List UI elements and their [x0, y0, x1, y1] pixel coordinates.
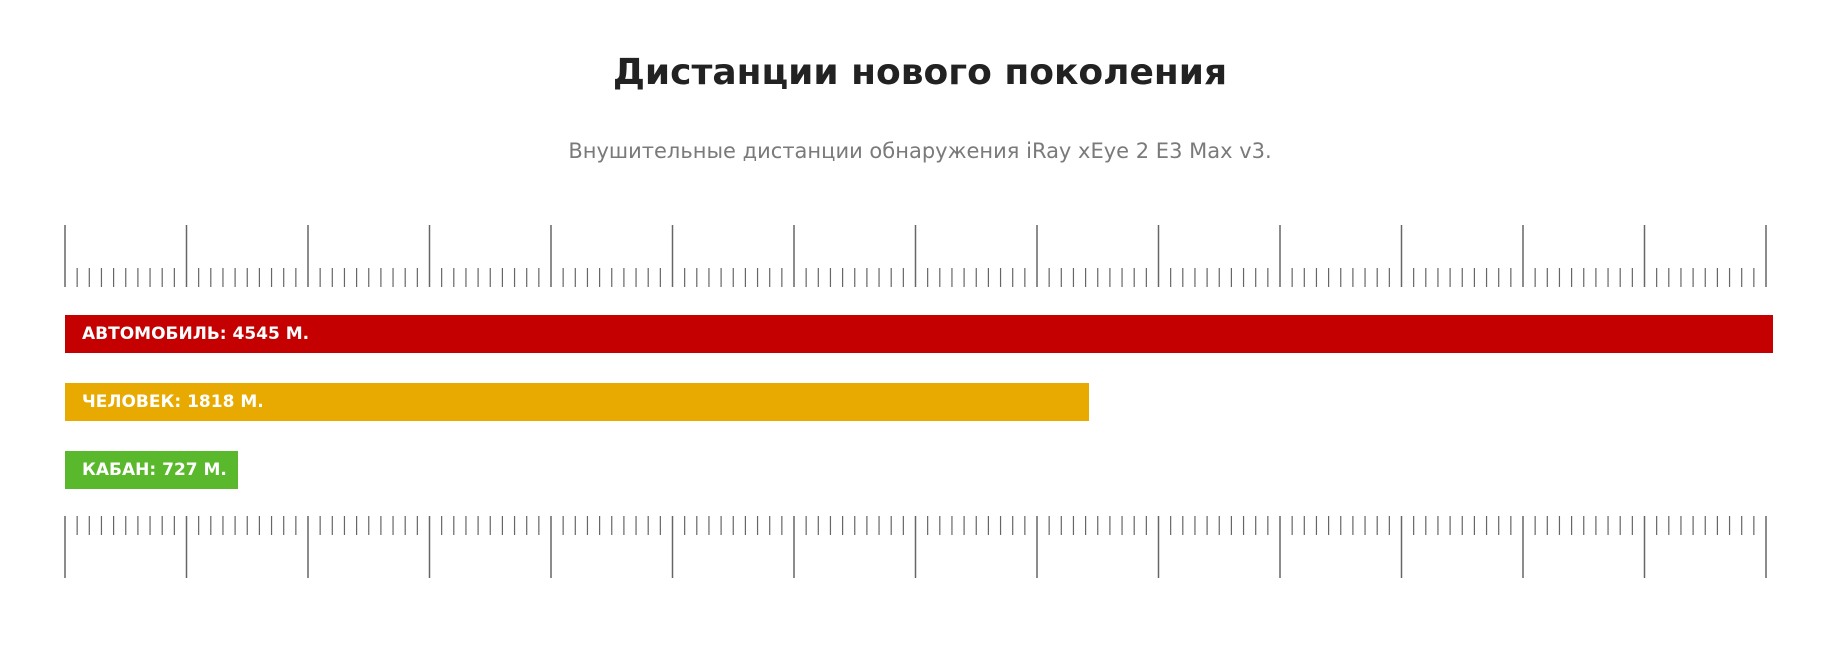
bar: ЧЕЛОВЕК: 1818 М.: [65, 383, 1089, 421]
title: Дистанции нового поколения: [612, 52, 1228, 93]
subtitle: Внушительные дистанции обнаружения iRay …: [568, 139, 1272, 163]
ruler: [64, 225, 1767, 287]
ruler: [64, 516, 1767, 578]
bar: АВТОМОБИЛЬ: 4545 М.: [65, 315, 1773, 353]
bar: КАБАН: 727 М.: [65, 451, 238, 489]
